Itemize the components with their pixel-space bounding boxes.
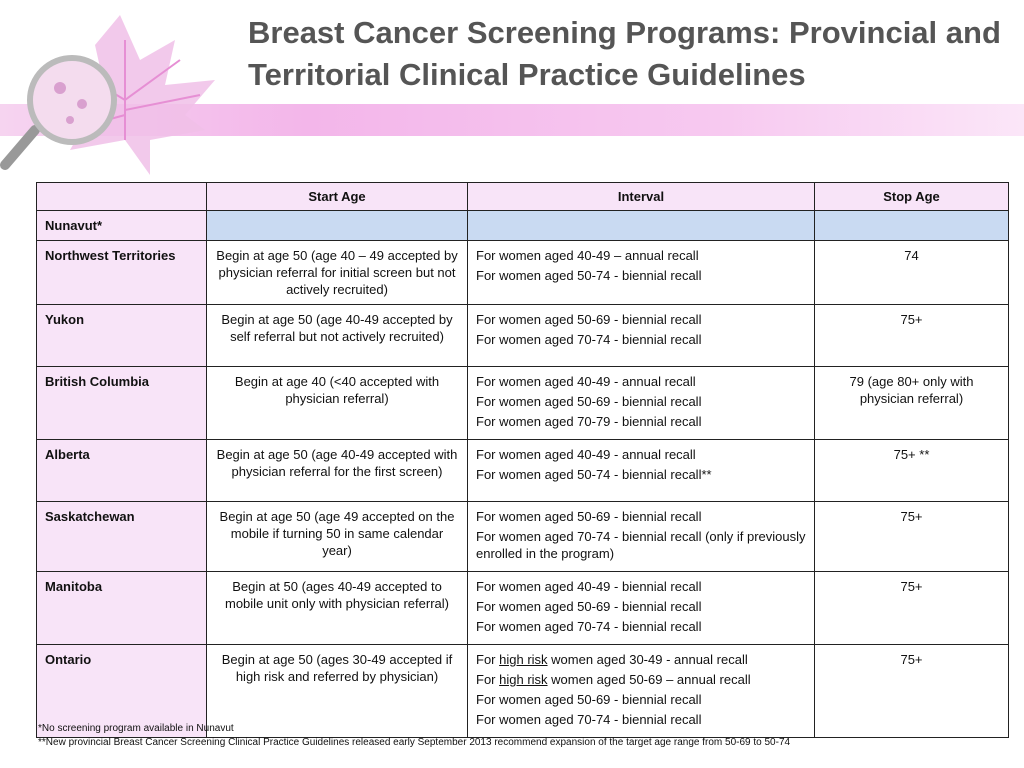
province-cell: British Columbia: [36, 366, 207, 440]
province-cell: Ontario: [36, 644, 207, 738]
slide-title: Breast Cancer Screening Programs: Provin…: [248, 15, 1001, 92]
empty-cell: [467, 210, 815, 241]
interval-fragment: women aged 50-69 – annual recall: [547, 672, 751, 687]
interval-cell: For women aged 40-49 - annual recall For …: [467, 366, 815, 440]
interval-line: For women aged 50-69 - biennial recall: [476, 599, 702, 614]
header-cell: [36, 182, 207, 211]
interval-line: For women aged 70-74 - biennial recall: [476, 712, 702, 727]
interval-cell: For women aged 50-69 - biennial recall Fo…: [467, 304, 815, 367]
logo-decoration: [0, 15, 215, 175]
province-cell: Alberta: [36, 439, 207, 502]
province-cell: Manitoba: [36, 571, 207, 645]
guidelines-table: Start Age Interval Stop Age Nunavut* Northwe…: [36, 182, 1009, 738]
stop-age-cell: 79 (age 80+ only with physician referral…: [814, 366, 1009, 440]
table-row: Manitoba Begin at 50 (ages 40-49 accepted…: [36, 571, 1009, 645]
interval-line: For women aged 50-69 - biennial recall: [476, 394, 702, 409]
footnotes: *No screening program available in Nunav…: [38, 722, 790, 750]
interval-line: For women aged 50-69 - biennial recall: [476, 312, 702, 327]
interval-fragment: high risk: [499, 652, 548, 667]
table-row: Saskatchewan Begin at age 50 (age 49 acce…: [36, 501, 1009, 572]
table-row: Ontario Begin at age 50 (ages 30-49 accep…: [36, 644, 1009, 738]
table-row: Yukon Begin at age 50 (age 40-49 accepted…: [36, 304, 1009, 367]
interval-fragment: women aged 30-49 - annual recall: [547, 652, 748, 667]
start-age-cell: Begin at age 40 (<40 accepted with physi…: [206, 366, 468, 440]
province-cell: Yukon: [36, 304, 207, 367]
interval-cell: For women aged 40-49 - biennial recall Fo…: [467, 571, 815, 645]
header-cell: Stop Age: [814, 182, 1009, 211]
table-row: Northwest Territories Begin at age 50 (ag…: [36, 240, 1009, 305]
province-cell: Northwest Territories: [36, 240, 207, 305]
footnote: *No screening program available in Nunav…: [38, 723, 234, 734]
start-age-cell: Begin at age 50 (age 40-49 accepted by s…: [206, 304, 468, 367]
header-cell: Interval: [467, 182, 815, 211]
interval-line: For women aged 50-69 - biennial recall: [476, 692, 702, 707]
interval-line: For women aged 70-74 - biennial recall (…: [476, 529, 806, 561]
interval-line: For women aged 50-74 - biennial recall**: [476, 467, 712, 482]
start-age-cell: Begin at 50 (ages 40-49 accepted to mobi…: [206, 571, 468, 645]
start-age-cell: Begin at age 50 (age 40 – 49 accepted by…: [206, 240, 468, 305]
table-row: Alberta Begin at age 50 (age 40-49 accept…: [36, 439, 1009, 502]
start-age-cell: Begin at age 50 (age 49 accepted on the …: [206, 501, 468, 572]
interval-line: For women aged 70-74 - biennial recall: [476, 619, 702, 634]
province-cell: Saskatchewan: [36, 501, 207, 572]
interval-line: For women aged 40-49 - biennial recall: [476, 579, 702, 594]
interval-line: For high risk women aged 30-49 - annual …: [476, 651, 806, 668]
interval-line: For women aged 50-69 - biennial recall: [476, 509, 702, 524]
interval-cell: For women aged 40-49 - annual recall For …: [467, 439, 815, 502]
stop-age-cell: 74: [814, 240, 1009, 305]
empty-cell: [814, 210, 1009, 241]
interval-line: For women aged 70-79 - biennial recall: [476, 414, 702, 429]
stop-age-cell: 75+: [814, 644, 1009, 738]
start-age-cell: Begin at age 50 (age 40-49 accepted with…: [206, 439, 468, 502]
interval-fragment: For: [476, 652, 500, 667]
province-cell: Nunavut*: [36, 210, 207, 241]
interval-line: For women aged 40-49 – annual recall: [476, 248, 699, 263]
header-cell: Start Age: [206, 182, 468, 211]
footnote: **New provincial Breast Cancer Screening…: [38, 737, 791, 748]
interval-line: For women aged 70-74 - biennial recall: [476, 332, 702, 347]
interval-line: For women aged 50-74 - biennial recall: [476, 268, 702, 283]
interval-fragment: high risk: [499, 672, 548, 687]
interval-fragment: For: [476, 672, 500, 687]
interval-cell: For high risk women aged 30-49 - annual …: [467, 644, 815, 738]
interval-line: For high risk women aged 50-69 – annual …: [476, 671, 806, 688]
interval-line: For women aged 40-49 - annual recall: [476, 374, 696, 389]
interval-cell: For women aged 50-69 - biennial recall Fo…: [467, 501, 815, 572]
stop-age-cell: 75+: [814, 304, 1009, 367]
stop-age-cell: 75+: [814, 501, 1009, 572]
table-body: Start Age Interval Stop Age Nunavut* Northwe…: [36, 182, 1009, 738]
empty-cell: [206, 210, 468, 241]
interval-line: For women aged 40-49 - annual recall: [476, 447, 696, 462]
stop-age-cell: 75+: [814, 571, 1009, 645]
interval-cell: For women aged 40-49 – annual recall For …: [467, 240, 815, 305]
header-row: Start Age Interval Stop Age: [36, 182, 1009, 211]
table-row: British Columbia Begin at age 40 (<40 acc…: [36, 366, 1009, 440]
table-row: Nunavut*: [36, 210, 1009, 241]
stop-age-cell: 75+ **: [814, 439, 1009, 502]
